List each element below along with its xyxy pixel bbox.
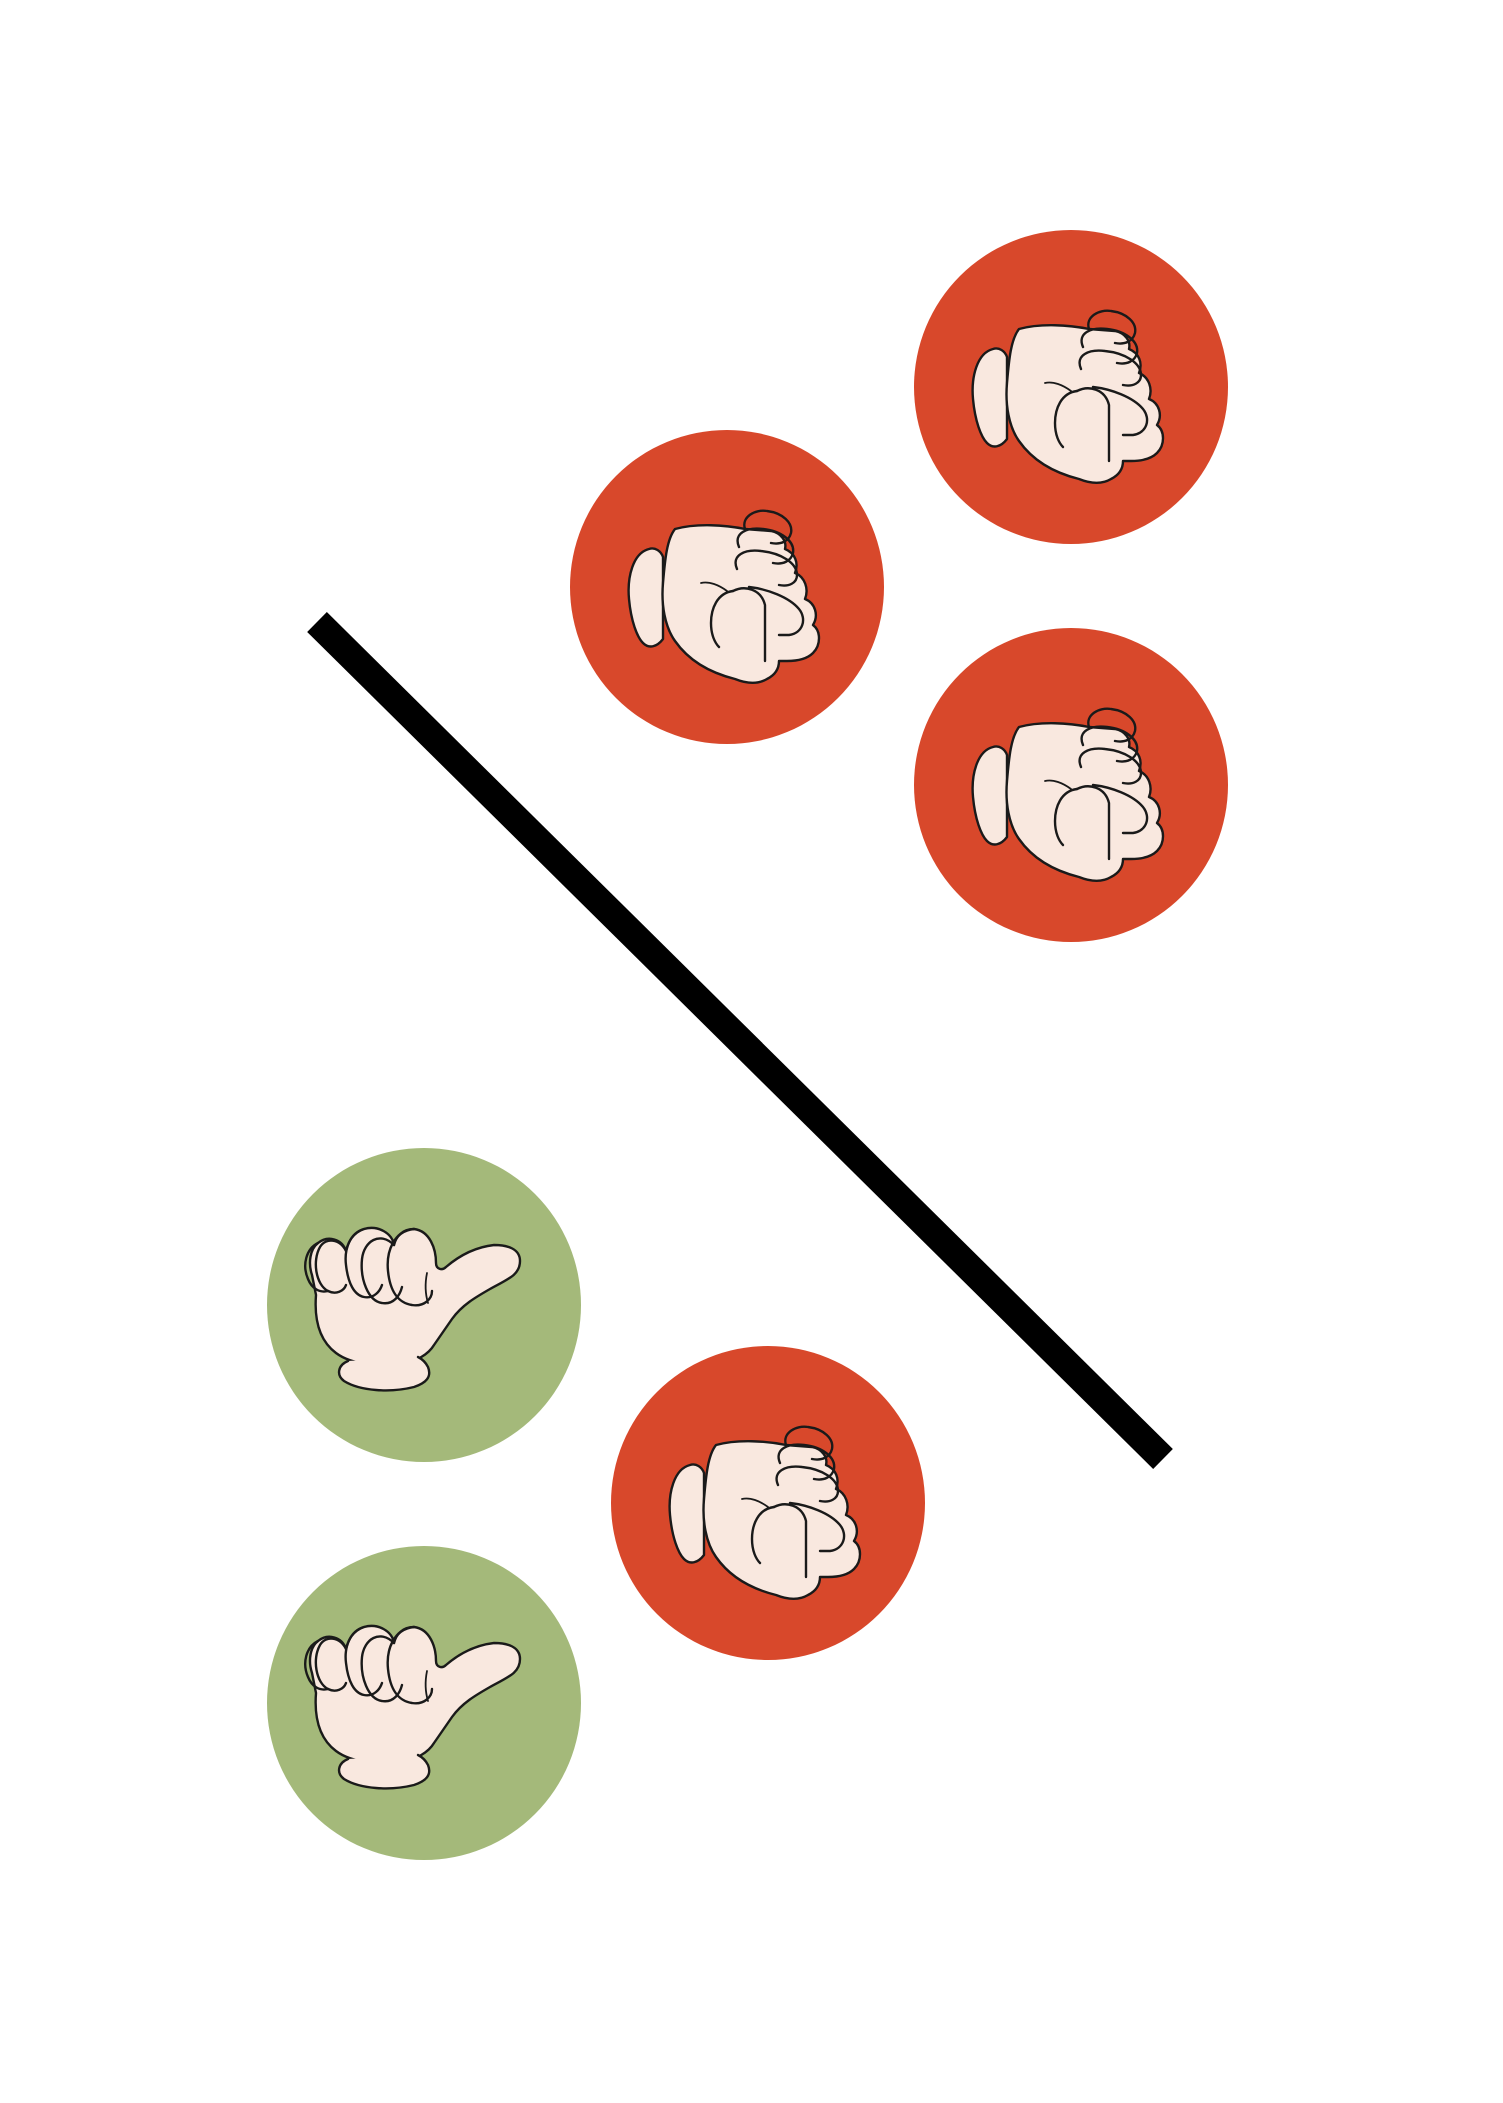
thumbs-down-badge <box>611 1346 925 1660</box>
thumbs-up-badge <box>267 1148 581 1462</box>
diagonal-divider-line <box>307 612 1173 1469</box>
thumbs-down-badge <box>570 430 884 744</box>
thumbs-up-badge <box>267 1546 581 1860</box>
badges-group <box>267 230 1228 1860</box>
thumbs-down-badge <box>914 230 1228 544</box>
thumbs-down-badge <box>914 628 1228 942</box>
